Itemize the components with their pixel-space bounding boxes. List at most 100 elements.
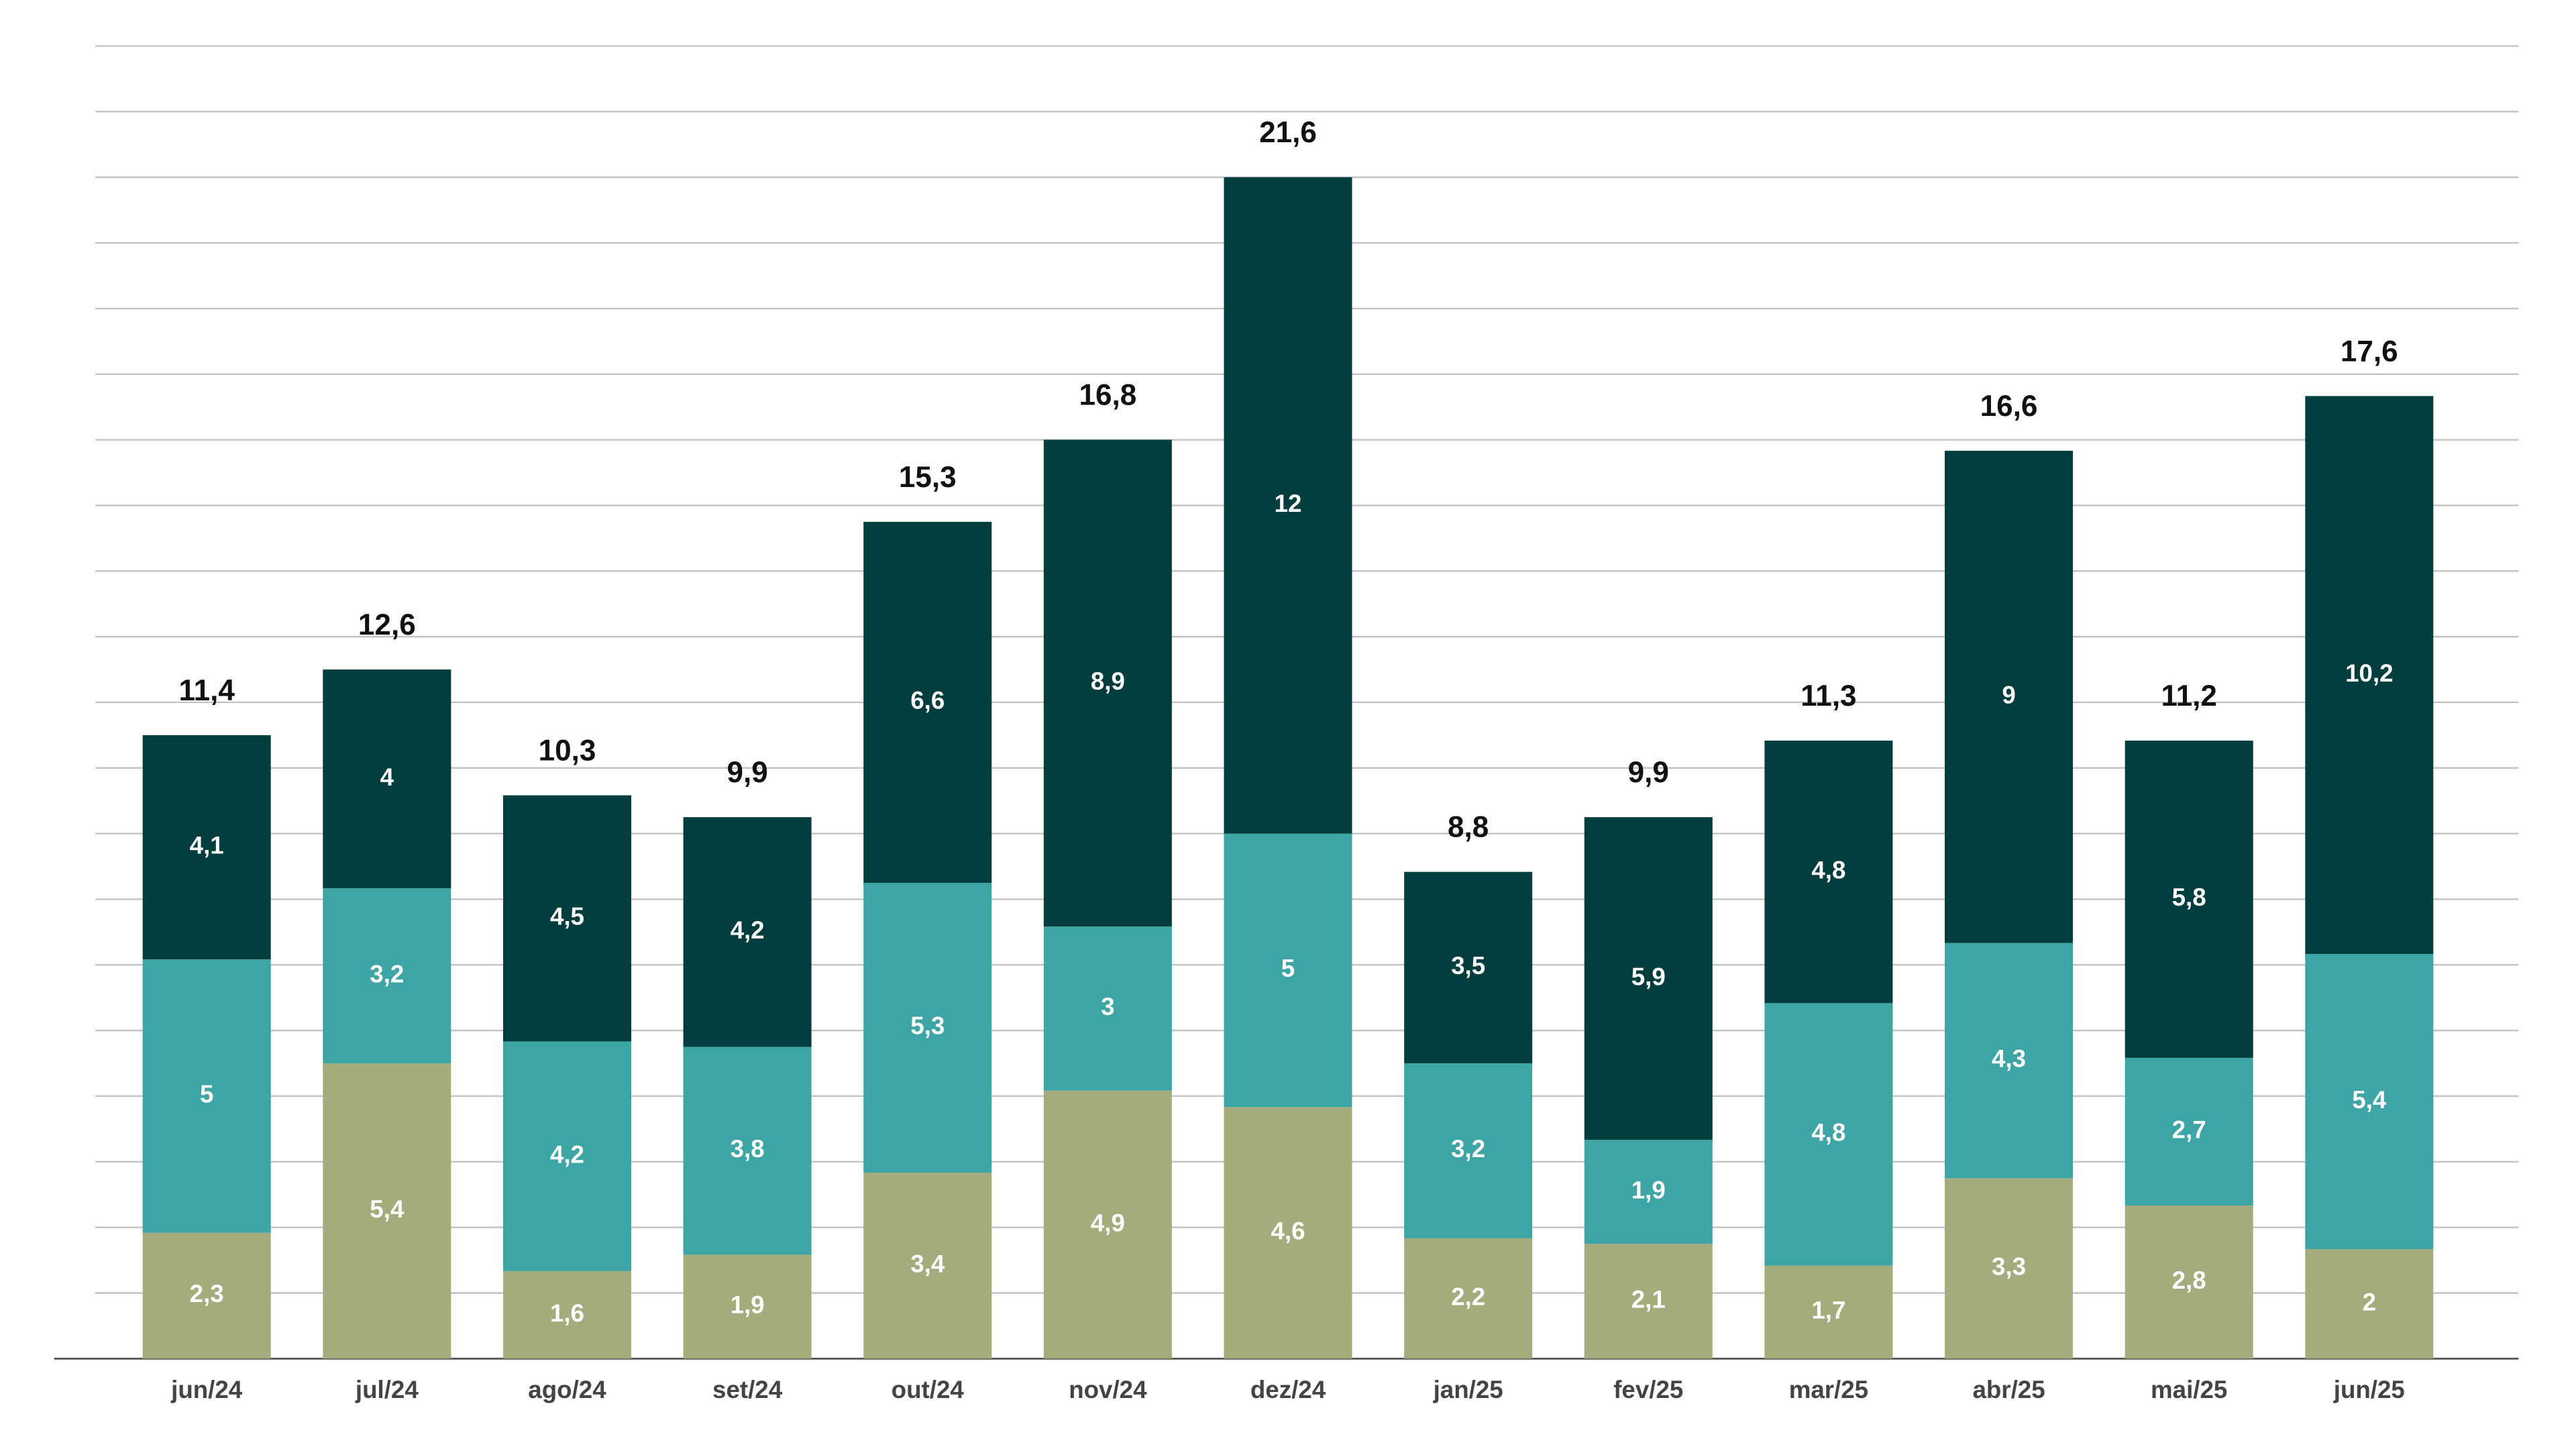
bar-segment: [863, 1173, 992, 1359]
segment-label: 4,3: [1992, 1045, 2026, 1073]
bar-segment: [502, 795, 631, 1042]
segment-label: 1,9: [731, 1291, 765, 1319]
total-label: 11,2: [2161, 680, 2216, 712]
segment-label: 5,8: [2172, 883, 2206, 911]
bar-segment: [2125, 741, 2253, 1058]
segment-label: 2,3: [190, 1280, 224, 1307]
segment-label: 2: [2363, 1288, 2376, 1316]
bar-segment: [142, 1232, 271, 1359]
segment-label: 4,1: [190, 832, 224, 859]
segment-label: 2,7: [2172, 1116, 2206, 1144]
x-tick-label: nov/24: [1069, 1376, 1147, 1403]
bar-segment: [1224, 833, 1352, 1108]
total-label: 9,9: [1628, 756, 1669, 789]
x-tick-label: jan/25: [1433, 1376, 1503, 1403]
total-label: 11,4: [179, 674, 235, 707]
segment-label: 4: [380, 763, 394, 791]
bar-segment: [323, 888, 451, 1064]
bar-segment: [1404, 1238, 1533, 1359]
total-label: 8,8: [1448, 811, 1489, 844]
total-label: 15,3: [899, 461, 957, 494]
total-label: 10,3: [539, 735, 596, 767]
x-tick-label: ago/24: [528, 1376, 606, 1403]
bar-segment: [683, 817, 812, 1047]
bar-segment: [863, 521, 992, 883]
segment-label: 5,4: [370, 1195, 405, 1223]
bar-segment: [683, 1046, 812, 1255]
x-tick-label: set/24: [712, 1376, 783, 1403]
segment-label: 2,1: [1631, 1285, 1666, 1313]
segment-label: 4,5: [550, 903, 584, 930]
x-tick-label: dez/24: [1250, 1376, 1326, 1403]
bar-segment: [2305, 1249, 2434, 1359]
bar-segment: [1945, 943, 2074, 1179]
segment-label: 9: [2002, 681, 2015, 708]
bar-segment: [2305, 396, 2434, 954]
segment-label: 5: [200, 1081, 213, 1108]
bar-segment: [502, 1041, 631, 1271]
segment-label: 4,2: [550, 1140, 584, 1168]
x-tick-label: mai/25: [2151, 1376, 2227, 1403]
segment-label: 4,6: [1271, 1217, 1305, 1244]
x-tick-label: out/24: [892, 1376, 965, 1403]
x-tick-label: jun/24: [170, 1376, 243, 1403]
total-label: 21,6: [1259, 116, 1317, 149]
segment-label: 1,9: [1631, 1176, 1666, 1203]
segment-label: 3,4: [910, 1250, 945, 1277]
segment-label: 4,8: [1811, 856, 1845, 883]
bar-segment: [683, 1254, 812, 1359]
bar-segment: [1224, 1107, 1352, 1359]
segment-label: 3: [1101, 993, 1114, 1020]
x-tick-label: jun/25: [2333, 1376, 2405, 1403]
segment-label: 4,2: [731, 916, 765, 944]
x-tick-label: fev/25: [1613, 1376, 1683, 1403]
bar-segment: [1043, 926, 1172, 1091]
bar-segment: [863, 882, 992, 1173]
segment-label: 5,4: [2352, 1086, 2387, 1114]
bar-segment: [1584, 817, 1713, 1140]
segment-label: 5,3: [910, 1012, 945, 1040]
bar-segment: [1584, 1244, 1713, 1359]
total-label: 9,9: [727, 756, 767, 789]
bar-segment: [1584, 1140, 1713, 1244]
bar-segment: [1764, 741, 1893, 1004]
bar-segment: [1764, 1003, 1893, 1266]
segment-label: 10,2: [2345, 659, 2393, 687]
total-label: 11,3: [1801, 680, 1856, 712]
bar-segment: [1945, 450, 2074, 943]
segment-label: 1,7: [1811, 1297, 1845, 1324]
bar-segment: [323, 669, 451, 889]
segment-label: 3,8: [731, 1135, 765, 1163]
total-label: 17,6: [2341, 335, 2398, 368]
segment-label: 2,2: [1451, 1283, 1485, 1310]
segment-label: 3,2: [1451, 1135, 1485, 1163]
bar-segment: [1404, 1063, 1533, 1238]
bar-segment: [502, 1271, 631, 1359]
segment-label: 3,3: [1992, 1252, 2026, 1280]
bar-segment: [1404, 871, 1533, 1064]
total-label: 12,6: [358, 608, 416, 641]
bar-segment: [1224, 177, 1352, 834]
total-label: 16,8: [1079, 379, 1136, 412]
segment-label: 5: [1281, 955, 1295, 982]
bar-segment: [1043, 1090, 1172, 1359]
segment-label: 8,9: [1091, 667, 1125, 695]
x-tick-label: abr/25: [1972, 1376, 2045, 1403]
segment-label: 1,6: [550, 1299, 584, 1327]
segment-label: 4,8: [1811, 1119, 1845, 1146]
bar-segment: [1945, 1178, 2074, 1359]
segment-label: 3,2: [370, 960, 404, 987]
bar-segment: [323, 1063, 451, 1359]
bar-segment: [1043, 439, 1172, 927]
segment-label: 3,5: [1451, 952, 1485, 979]
segment-label: 2,8: [2172, 1267, 2206, 1294]
segment-label: 6,6: [910, 687, 945, 714]
x-tick-label: mar/25: [1789, 1376, 1868, 1403]
bar-segment: [142, 959, 271, 1233]
segment-label: 12: [1275, 490, 1302, 517]
bar-segment: [2125, 1205, 2253, 1359]
total-label: 16,6: [1980, 390, 2038, 423]
bar-segment: [1764, 1265, 1893, 1359]
